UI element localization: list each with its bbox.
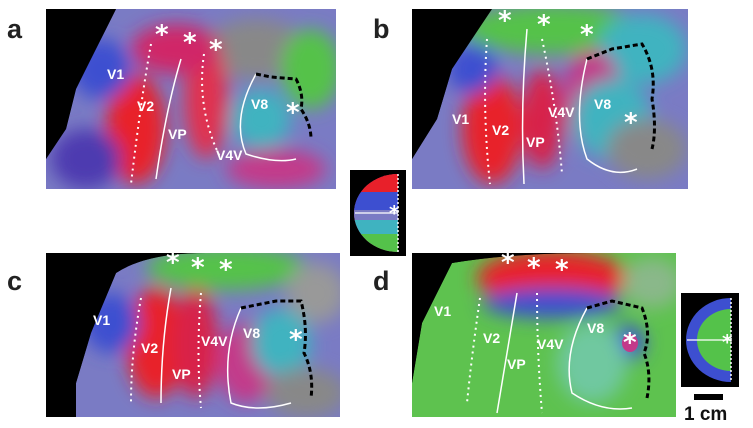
star-marker: * <box>389 201 400 225</box>
scale-bar-label: 1 cm <box>684 404 728 425</box>
star-marker: * <box>527 253 541 283</box>
panel-letter-a: a <box>7 14 23 44</box>
panel-letter-b: b <box>373 14 390 44</box>
label-v8-c: V8 <box>243 325 261 341</box>
panel-letter-c: c <box>7 266 23 296</box>
star-marker: * <box>624 108 638 138</box>
label-v2-c: V2 <box>141 340 159 356</box>
star-marker: * <box>219 255 233 285</box>
label-v4v-a: V4V <box>216 147 243 163</box>
star-marker: * <box>289 325 303 355</box>
star-marker: * <box>501 248 515 278</box>
label-v1-c: V1 <box>93 312 111 328</box>
label-v1-a: V1 <box>107 66 125 82</box>
label-v2-b: V2 <box>492 122 510 138</box>
label-v1-b: V1 <box>452 111 470 127</box>
star-marker: * <box>155 20 169 50</box>
label-vp-b: VP <box>526 134 545 150</box>
star-marker: * <box>183 28 197 58</box>
star-marker: * <box>166 248 180 278</box>
flatmap-panel-a <box>46 9 336 189</box>
flatmap-panel-b <box>412 9 688 189</box>
label-v4v-b: V4V <box>548 104 575 120</box>
star-marker: * <box>623 328 637 358</box>
label-vp-d: VP <box>507 356 526 372</box>
star-marker: * <box>209 35 223 65</box>
star-marker: * <box>537 10 551 40</box>
label-v4v-c: V4V <box>201 333 228 349</box>
star-marker: * <box>191 253 205 283</box>
star-marker: * <box>286 98 300 128</box>
label-v1-d: V1 <box>434 303 452 319</box>
flatmap-panel-c <box>46 253 340 417</box>
star-marker: * <box>722 330 733 354</box>
label-v2-a: V2 <box>137 98 155 114</box>
star-marker: * <box>580 20 594 50</box>
label-v4v-d: V4V <box>537 336 564 352</box>
visual-field-key-1 <box>350 170 406 256</box>
star-marker: * <box>555 255 569 285</box>
flatmap-panel-d <box>412 253 676 417</box>
label-vp-a: VP <box>168 126 187 142</box>
panel-letter-d: d <box>373 266 390 296</box>
label-v2-d: V2 <box>483 330 501 346</box>
label-v8-b: V8 <box>594 96 612 112</box>
star-marker: * <box>498 6 512 36</box>
visual-field-key-2 <box>681 293 739 387</box>
label-v8-a: V8 <box>251 96 269 112</box>
label-vp-c: VP <box>172 366 191 382</box>
label-v8-d: V8 <box>587 320 605 336</box>
scale-bar <box>694 394 723 400</box>
